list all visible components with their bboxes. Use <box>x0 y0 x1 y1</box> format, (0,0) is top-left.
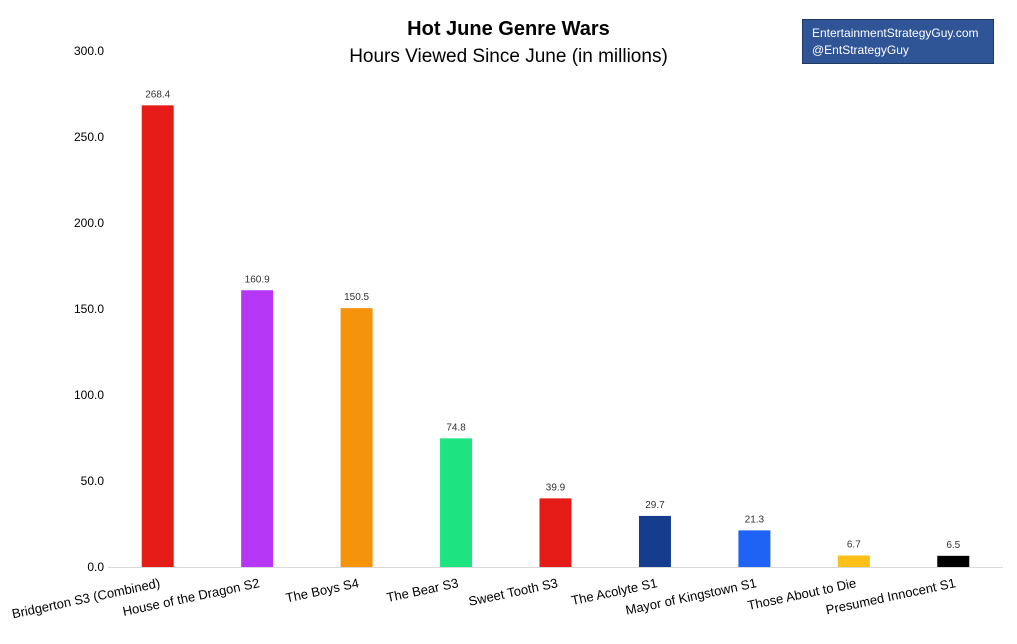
bar <box>539 498 572 567</box>
data-label: 6.7 <box>847 539 861 550</box>
bar <box>241 290 274 567</box>
chart-title: Hot June Genre Wars <box>407 18 610 40</box>
bar <box>738 530 771 567</box>
brand-website: EntertainmentStrategyGuy.com <box>812 26 979 40</box>
bar <box>937 555 970 567</box>
y-tick-label: 200.0 <box>74 216 104 230</box>
brand-box: EntertainmentStrategyGuy.com @EntStrateg… <box>802 19 994 64</box>
data-label: 150.5 <box>344 292 369 303</box>
y-tick-label: 150.0 <box>74 302 104 316</box>
data-label: 268.4 <box>145 89 170 100</box>
bar <box>837 555 870 567</box>
category-label: Sweet Tooth S3 <box>467 575 559 609</box>
chart-subtitle: Hours Viewed Since June (in millions) <box>349 46 668 67</box>
bar <box>141 105 174 568</box>
y-tick-label: 250.0 <box>74 130 104 144</box>
brand-handle: @EntStrategyGuy <box>812 43 909 57</box>
data-label: 29.7 <box>645 500 665 511</box>
data-label: 74.8 <box>446 422 466 433</box>
data-label: 6.5 <box>946 540 960 551</box>
bar <box>638 515 671 567</box>
category-label: The Boys S4 <box>284 575 360 605</box>
bar <box>440 438 473 567</box>
y-tick-label: 100.0 <box>74 388 104 402</box>
data-label: 21.3 <box>745 514 765 525</box>
data-label: 160.9 <box>245 274 270 285</box>
y-tick-label: 300.0 <box>74 44 104 58</box>
y-tick-label: 0.0 <box>87 560 104 574</box>
category-label: The Bear S3 <box>385 575 460 605</box>
y-tick-label: 50.0 <box>81 474 105 488</box>
data-label: 39.9 <box>546 482 566 493</box>
bar <box>340 308 373 567</box>
